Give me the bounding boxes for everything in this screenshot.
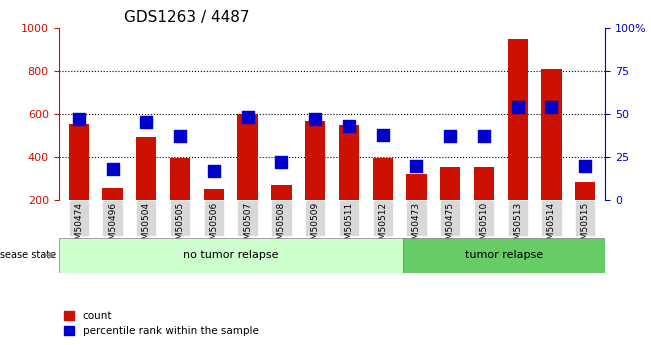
Text: GSM50511: GSM50511 bbox=[344, 202, 353, 251]
Text: no tumor relapse: no tumor relapse bbox=[183, 250, 279, 260]
Point bbox=[378, 132, 388, 137]
Bar bbox=[136, 137, 156, 200]
Text: disease state: disease state bbox=[0, 250, 55, 260]
Text: GSM50506: GSM50506 bbox=[210, 202, 218, 251]
Text: GSM50514: GSM50514 bbox=[547, 202, 556, 251]
Bar bbox=[271, 185, 292, 200]
FancyBboxPatch shape bbox=[440, 200, 460, 236]
Bar bbox=[204, 189, 224, 200]
Bar bbox=[170, 158, 190, 200]
FancyBboxPatch shape bbox=[372, 200, 393, 236]
Text: GSM50509: GSM50509 bbox=[311, 202, 320, 251]
FancyBboxPatch shape bbox=[102, 200, 123, 236]
Point bbox=[344, 123, 354, 129]
Bar bbox=[575, 183, 595, 200]
Text: GSM50473: GSM50473 bbox=[412, 202, 421, 251]
Bar bbox=[372, 158, 393, 200]
FancyBboxPatch shape bbox=[69, 200, 89, 236]
Text: GDS1263 / 4487: GDS1263 / 4487 bbox=[124, 10, 250, 25]
Text: GSM50474: GSM50474 bbox=[74, 202, 83, 251]
Point bbox=[242, 115, 253, 120]
FancyBboxPatch shape bbox=[508, 200, 528, 236]
Point bbox=[478, 134, 489, 139]
Text: GSM50475: GSM50475 bbox=[446, 202, 454, 251]
Text: GSM50515: GSM50515 bbox=[581, 202, 590, 251]
Point bbox=[175, 134, 186, 139]
FancyBboxPatch shape bbox=[59, 238, 403, 273]
Point bbox=[580, 163, 590, 168]
FancyBboxPatch shape bbox=[406, 200, 426, 236]
Bar bbox=[339, 125, 359, 200]
FancyBboxPatch shape bbox=[204, 200, 224, 236]
Bar bbox=[102, 188, 123, 200]
Text: GSM50508: GSM50508 bbox=[277, 202, 286, 251]
Point bbox=[445, 134, 455, 139]
Point bbox=[209, 168, 219, 174]
FancyBboxPatch shape bbox=[271, 200, 292, 236]
FancyBboxPatch shape bbox=[575, 200, 595, 236]
FancyBboxPatch shape bbox=[339, 200, 359, 236]
Bar bbox=[508, 39, 528, 200]
FancyBboxPatch shape bbox=[541, 200, 562, 236]
Text: GSM50504: GSM50504 bbox=[142, 202, 151, 251]
FancyBboxPatch shape bbox=[136, 200, 156, 236]
Point bbox=[512, 104, 523, 110]
Text: GSM50505: GSM50505 bbox=[176, 202, 185, 251]
Text: GSM50507: GSM50507 bbox=[243, 202, 252, 251]
Bar bbox=[474, 167, 494, 200]
Text: GSM50513: GSM50513 bbox=[513, 202, 522, 251]
Bar bbox=[440, 167, 460, 200]
Text: GSM50496: GSM50496 bbox=[108, 202, 117, 251]
Bar bbox=[238, 114, 258, 200]
Bar bbox=[305, 121, 326, 200]
Point bbox=[74, 116, 84, 122]
FancyBboxPatch shape bbox=[238, 200, 258, 236]
Bar bbox=[541, 69, 562, 200]
Point bbox=[411, 163, 422, 168]
Text: tumor relapse: tumor relapse bbox=[465, 250, 543, 260]
Bar bbox=[69, 124, 89, 200]
FancyBboxPatch shape bbox=[403, 238, 605, 273]
Point bbox=[310, 116, 320, 122]
FancyBboxPatch shape bbox=[305, 200, 326, 236]
FancyBboxPatch shape bbox=[170, 200, 190, 236]
Point bbox=[276, 159, 286, 165]
FancyBboxPatch shape bbox=[474, 200, 494, 236]
Bar bbox=[406, 174, 426, 200]
Text: GSM50510: GSM50510 bbox=[479, 202, 488, 251]
Point bbox=[141, 120, 152, 125]
Text: GSM50512: GSM50512 bbox=[378, 202, 387, 251]
Point bbox=[546, 104, 557, 110]
Legend: count, percentile rank within the sample: count, percentile rank within the sample bbox=[64, 311, 258, 336]
Point bbox=[107, 166, 118, 172]
